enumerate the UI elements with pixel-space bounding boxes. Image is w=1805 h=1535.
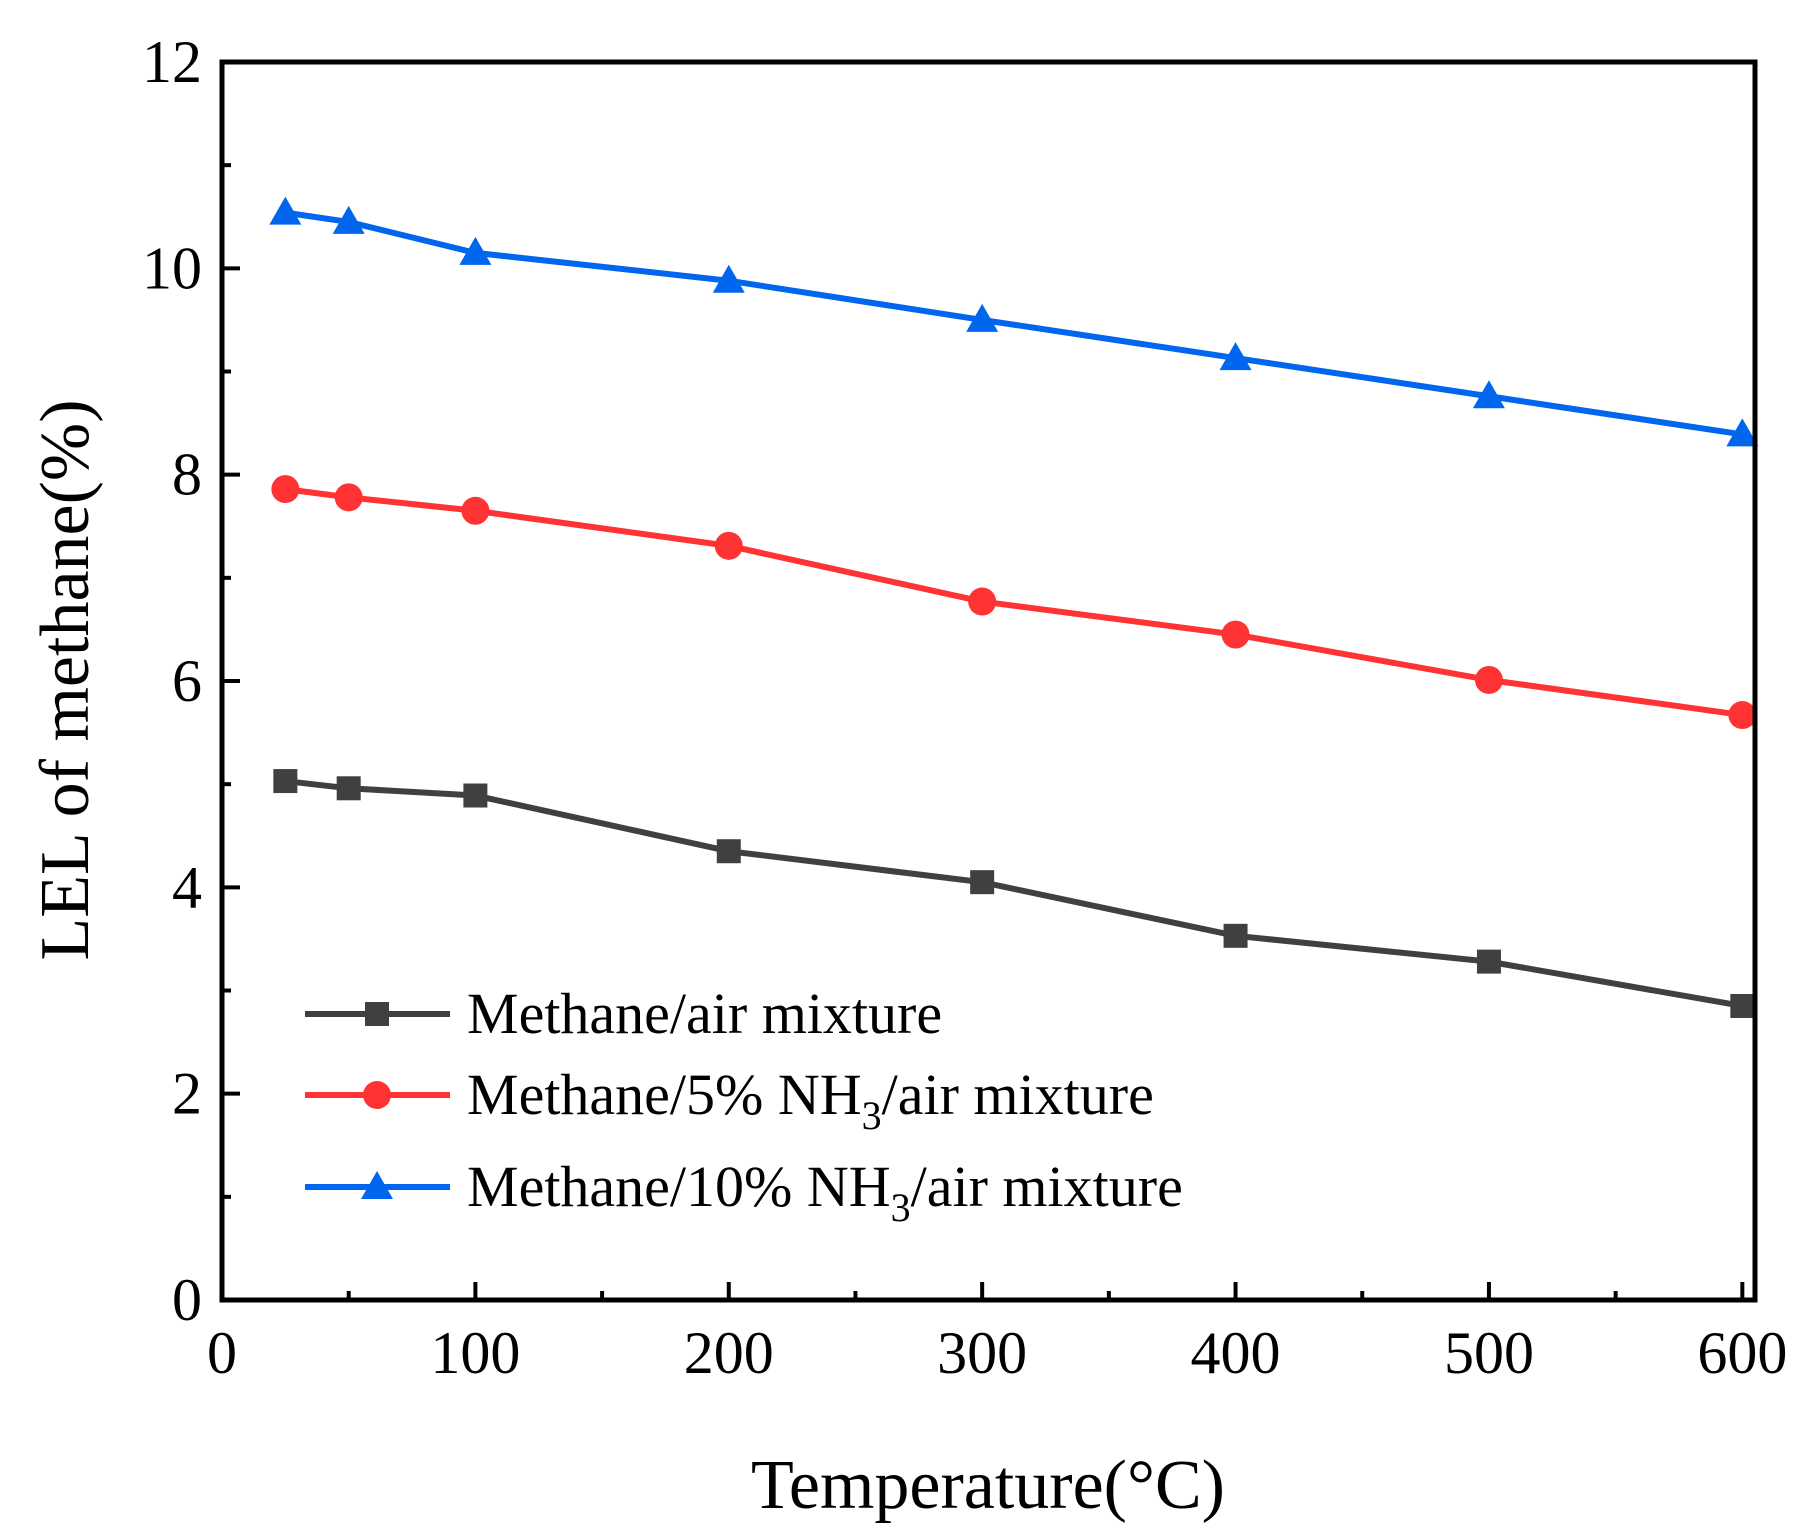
y-tick-label: 10 — [142, 235, 202, 301]
data-point-1-3 — [714, 531, 743, 560]
x-tick-label: 300 — [937, 1320, 1027, 1386]
x-tick-label: 600 — [1697, 1320, 1787, 1386]
y-tick-label: 8 — [172, 442, 202, 508]
data-point-2-6 — [1472, 380, 1505, 409]
x-tick-label: 500 — [1444, 1320, 1534, 1386]
legend-label: Methane/10% NH3/air mixture — [467, 1154, 1183, 1230]
y-tick-label: 12 — [142, 29, 202, 95]
legend-item-2: Methane/10% NH3/air mixture — [305, 1154, 1183, 1230]
legend-label: Methane/air mixture — [467, 981, 942, 1046]
data-point-1-0 — [271, 475, 300, 504]
x-tick-label: 0 — [207, 1320, 237, 1386]
y-tick-label: 0 — [172, 1267, 202, 1333]
data-point-0-2 — [463, 783, 488, 808]
data-point-2-2 — [459, 236, 492, 265]
data-point-2-5 — [1219, 342, 1252, 371]
legend-marker — [365, 1002, 389, 1026]
series-line-1 — [284, 486, 1743, 719]
legend-marker — [363, 1081, 391, 1109]
legend-text: /air mixture — [882, 1062, 1154, 1127]
legend-subscript: 3 — [862, 1093, 882, 1138]
x-tick-label: 400 — [1191, 1320, 1281, 1386]
data-point-0-6 — [1476, 949, 1501, 974]
series-2 — [269, 196, 1759, 447]
data-point-2-3 — [712, 264, 745, 293]
data-point-0-4 — [970, 870, 995, 895]
y-tick-label: 2 — [172, 1061, 202, 1127]
data-point-0-5 — [1223, 923, 1248, 948]
data-point-2-4 — [966, 303, 999, 332]
y-tick-label: 6 — [172, 648, 202, 714]
data-point-0-0 — [273, 769, 298, 794]
legend-text: Methane/air mixture — [467, 981, 942, 1046]
data-point-1-2 — [461, 496, 490, 525]
x-tick-label: 100 — [430, 1320, 520, 1386]
data-point-0-7 — [1730, 993, 1755, 1018]
legend-label: Methane/5% NH3/air mixture — [467, 1062, 1154, 1138]
data-point-2-0 — [269, 196, 302, 225]
data-point-0-1 — [336, 776, 361, 801]
data-point-1-7 — [1728, 701, 1757, 730]
data-point-1-6 — [1474, 665, 1503, 694]
data-point-2-1 — [332, 205, 365, 234]
legend-text: Methane/5% NH — [467, 1062, 862, 1127]
series-0 — [273, 769, 1755, 1018]
data-point-0-3 — [716, 839, 741, 864]
legend-subscript: 3 — [891, 1185, 911, 1230]
axes: 0 100 200 300 400 500 600 0 2 4 6 8 10 12 — [142, 29, 1787, 1386]
legend-text: /air mixture — [911, 1154, 1183, 1219]
data-point-1-1 — [334, 483, 363, 512]
legend-text: Methane/10% NH — [467, 1154, 891, 1219]
data-point-1-4 — [968, 587, 997, 616]
x-axis-title: Temperature(°C) — [751, 1447, 1225, 1524]
legend-marker — [361, 1171, 393, 1199]
data-point-2-7 — [1726, 418, 1759, 447]
plot-marks — [269, 196, 1759, 1018]
legend-item-0: Methane/air mixture — [305, 981, 942, 1046]
series-1 — [271, 475, 1757, 730]
series-line-2 — [284, 209, 1743, 438]
x-tick-label: 200 — [684, 1320, 774, 1386]
legend-item-1: Methane/5% NH3/air mixture — [305, 1062, 1154, 1138]
y-tick-label: 4 — [172, 854, 202, 920]
y-axis-title: LEL of methane(%) — [27, 399, 104, 960]
series-line-0 — [285, 778, 1743, 1009]
data-point-1-5 — [1221, 620, 1250, 649]
